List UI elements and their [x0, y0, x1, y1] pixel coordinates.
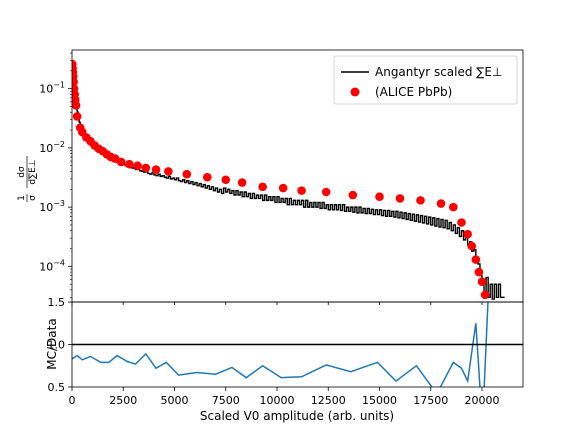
- ylabel-dsumet: d∑E⊥: [28, 159, 38, 184]
- alice-data-point: [72, 77, 78, 87]
- alice-data-point: [348, 190, 358, 200]
- alice-data-point: [463, 229, 472, 239]
- x-tick-label: 2500: [109, 394, 137, 407]
- alice-data-point: [221, 175, 231, 185]
- ratio-y-tick-label: 0.5: [48, 381, 66, 394]
- y-tick-label: 10−4: [39, 258, 65, 273]
- alice-data-point: [449, 202, 458, 212]
- alice-data-point: [203, 172, 212, 182]
- ylabel-dsigma: dσ: [17, 166, 27, 178]
- y-tick-label: 10−3: [39, 199, 65, 214]
- alice-data-point: [471, 255, 481, 264]
- alice-data-point: [258, 182, 267, 192]
- alice-data-point: [125, 159, 134, 169]
- x-tick-label: 15000: [362, 394, 397, 407]
- alice-data-point: [321, 187, 331, 197]
- ratio-axes: 0.5 1.0 1.5 0 2500 5000 7500 10000 12500 15000 175…: [48, 296, 524, 407]
- legend: Angantyr scaled ∑E⊥ (ALICE PbPb): [333, 55, 518, 105]
- x-tick-label: 17500: [413, 394, 448, 407]
- y-tick-label: 10−1: [39, 81, 65, 96]
- legend-label-angantyr: Angantyr scaled ∑E⊥: [375, 65, 502, 79]
- ratio-y-tick-label: 1.0: [48, 339, 66, 352]
- legend-dot-swatch: [350, 87, 360, 97]
- alice-data-point: [436, 199, 446, 208]
- ratio-y-tick-label: 1.5: [48, 296, 66, 309]
- ylabel-one: 1: [17, 195, 27, 201]
- alice-data-point: [395, 194, 405, 203]
- alice-data-point: [480, 290, 490, 300]
- alice-data-point: [416, 196, 425, 205]
- alice-data-point: [474, 267, 484, 277]
- alice-data-point: [133, 161, 142, 171]
- x-tick-label: 7500: [212, 394, 240, 407]
- main-axes: 10−1 10−2 10−3 10−4: [39, 49, 524, 305]
- alice-data-point: [375, 192, 384, 201]
- alice-data-point: [116, 157, 126, 167]
- alice-data-point: [467, 241, 477, 251]
- alice-data-point: [151, 165, 161, 174]
- x-tick-label: 0: [69, 394, 76, 407]
- alice-data-point: [141, 163, 151, 173]
- main-y-label: 1 σ dσ d∑E⊥: [17, 156, 38, 202]
- legend-label-alice: (ALICE PbPb): [375, 85, 452, 99]
- alice-data-point: [72, 112, 82, 121]
- ratio-plot-area: [72, 302, 489, 387]
- x-tick-label: 5000: [161, 394, 189, 407]
- ylabel-sigma: σ: [28, 195, 38, 201]
- x-tick-label: 20000: [465, 394, 500, 407]
- alice-data-point: [164, 167, 173, 176]
- ratio-line: [72, 302, 489, 387]
- alice-data-point: [182, 169, 192, 179]
- alice-data-point: [237, 178, 247, 187]
- alice-data-point: [297, 186, 306, 195]
- alice-data-point: [278, 183, 288, 193]
- alice-data-point: [72, 101, 81, 110]
- main-plot-area: [72, 59, 505, 300]
- x-axis-label: Scaled V0 amplitude (arb. units): [200, 409, 394, 423]
- x-tick-label: 10000: [260, 394, 295, 407]
- alice-data-point: [477, 277, 487, 287]
- alice-data-point: [457, 218, 466, 227]
- ratio-y-label: MC/Data: [45, 318, 59, 369]
- y-tick-label: 10−2: [39, 140, 65, 155]
- x-tick-label: 12500: [311, 394, 346, 407]
